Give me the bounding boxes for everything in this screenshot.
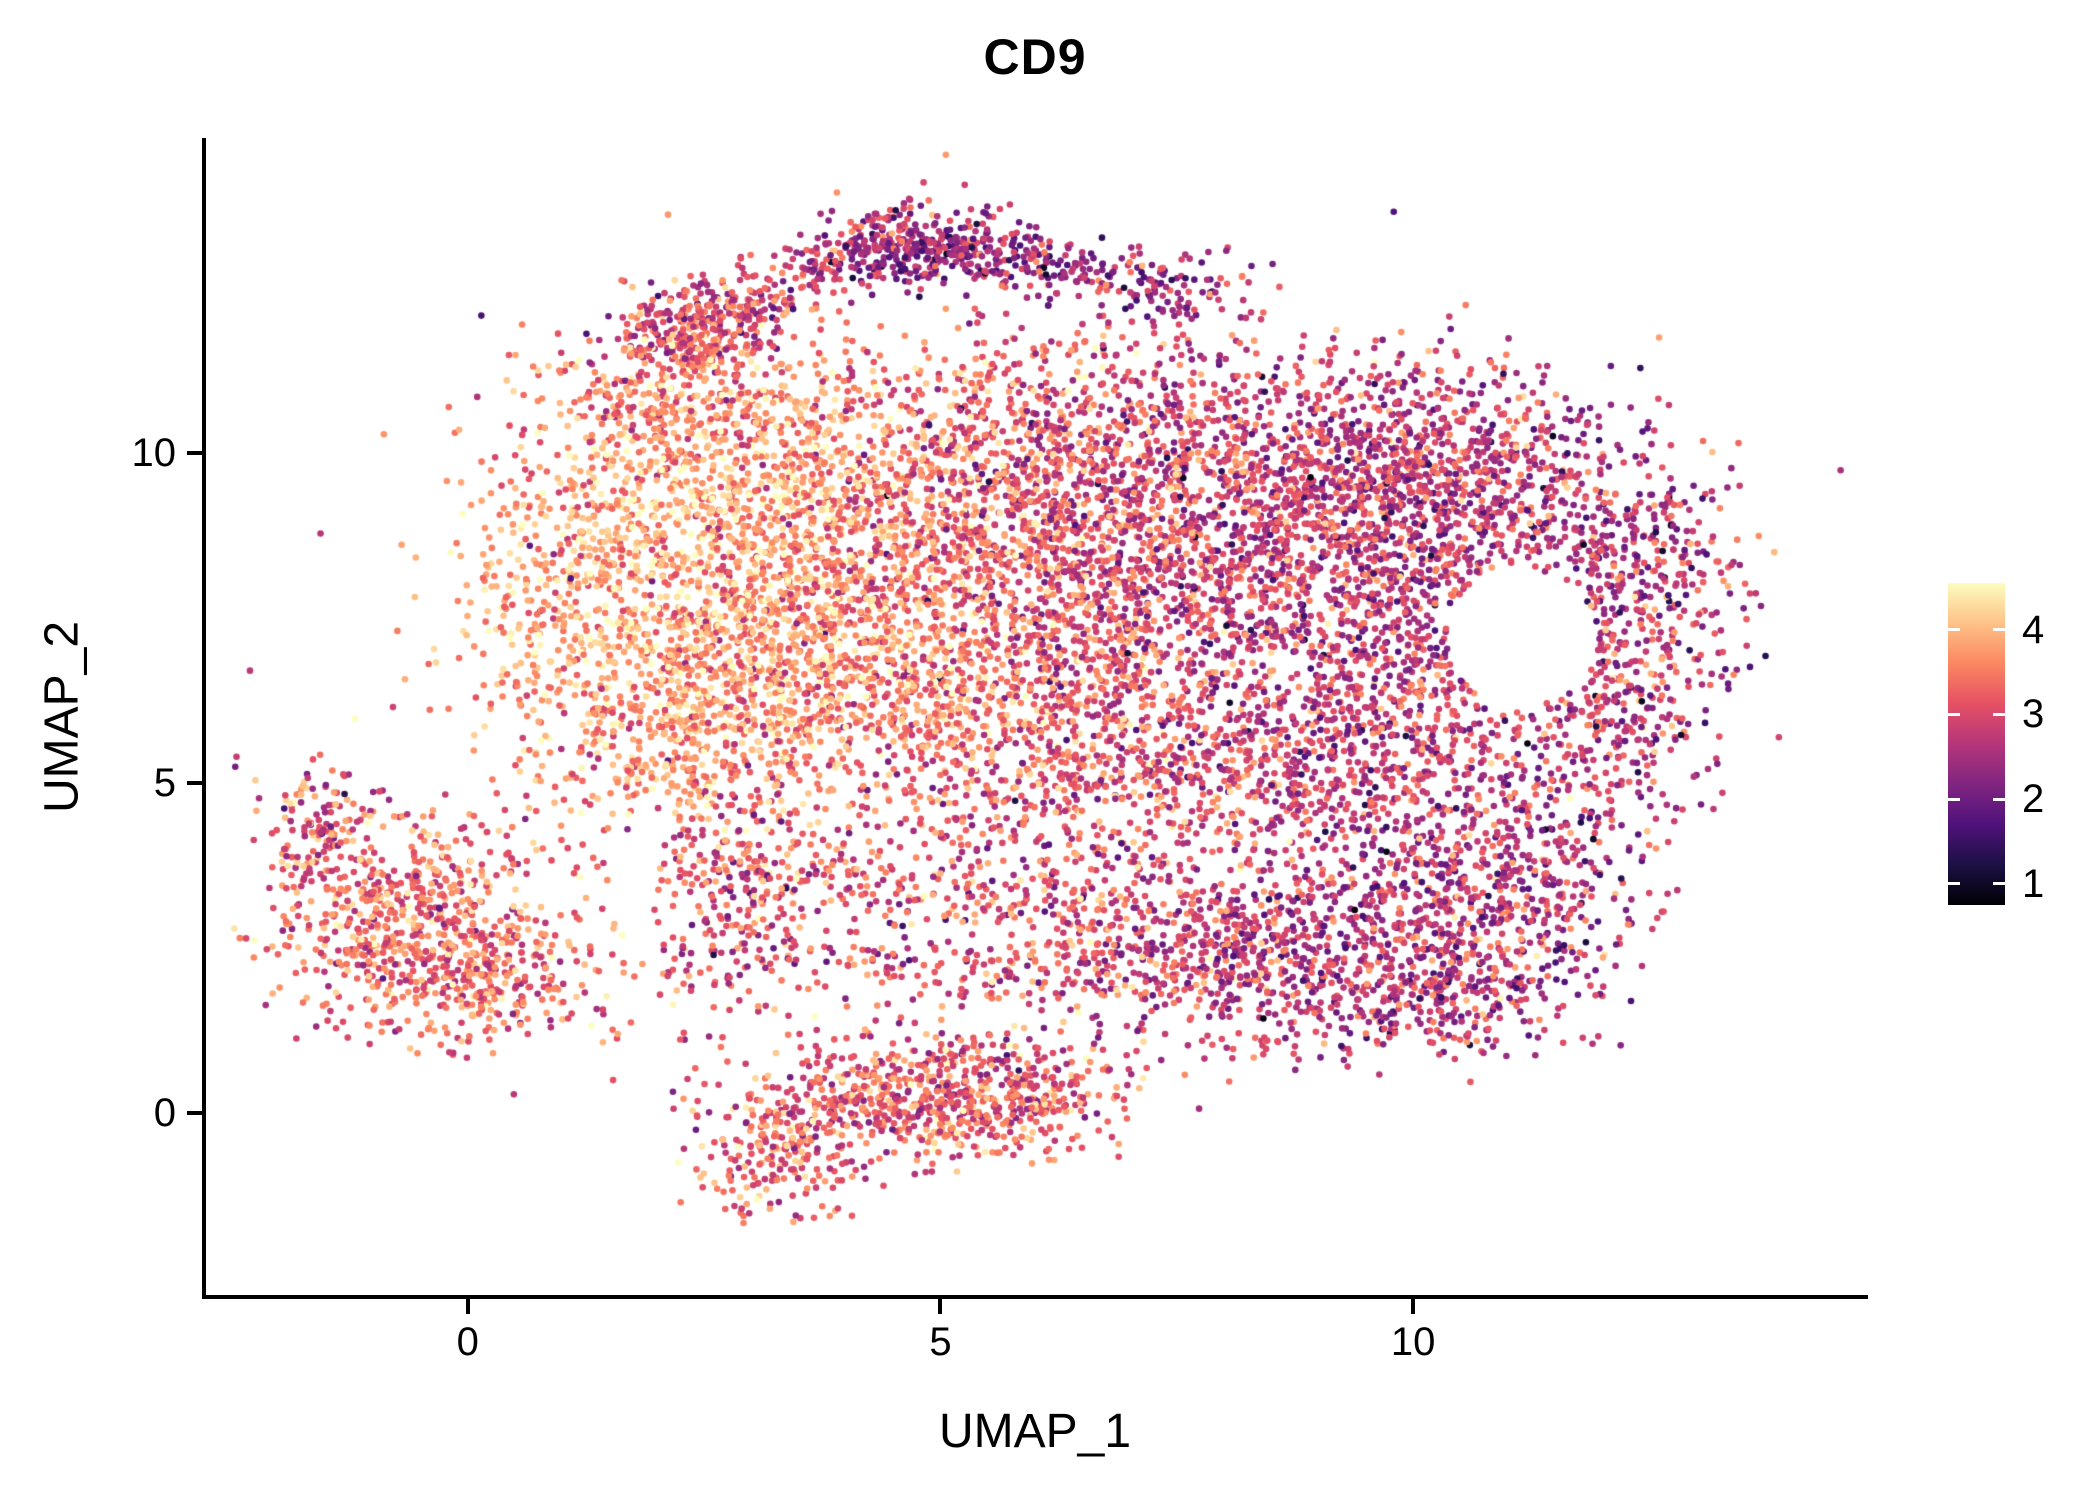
colorbar-tick-label: 3 — [2022, 692, 2045, 737]
x-tick-label: 5 — [929, 1320, 952, 1364]
y-tick-label: 10 — [131, 430, 177, 475]
colorbar-tick-mark — [1993, 628, 2005, 632]
y-tick-mark — [187, 450, 202, 455]
colorbar-tick-label: 1 — [2022, 861, 2045, 906]
colorbar-tick-mark — [1948, 712, 1960, 716]
y-tick-label: 0 — [153, 1090, 176, 1135]
y-tick-mark — [187, 780, 202, 785]
plot-title: CD9 — [983, 29, 1087, 85]
x-tick-mark — [465, 1299, 470, 1314]
x-axis-line — [202, 1295, 1868, 1299]
y-axis-line — [202, 138, 206, 1299]
colorbar-tick-label: 2 — [2022, 777, 2045, 822]
colorbar-tick-label: 4 — [2022, 607, 2045, 652]
x-axis-title: UMAP_1 — [938, 1405, 1132, 1458]
x-tick-label: 0 — [456, 1320, 479, 1364]
colorbar-tick-mark — [1993, 882, 2005, 886]
colorbar-tick-mark — [1948, 797, 1960, 801]
colorbar-tick-mark — [1993, 797, 2005, 801]
x-tick-label: 10 — [1390, 1320, 1436, 1364]
x-tick-mark — [938, 1299, 943, 1314]
x-tick-mark — [1411, 1299, 1416, 1314]
colorbar-tick-mark — [1993, 712, 2005, 716]
colorbar-gradient — [1948, 583, 2005, 905]
colorbar-tick-mark — [1948, 628, 1960, 632]
y-axis-title: UMAP_2 — [35, 620, 89, 814]
y-tick-label: 5 — [153, 760, 176, 805]
colorbar-tick-mark — [1948, 882, 1960, 886]
y-tick-mark — [187, 1110, 202, 1115]
